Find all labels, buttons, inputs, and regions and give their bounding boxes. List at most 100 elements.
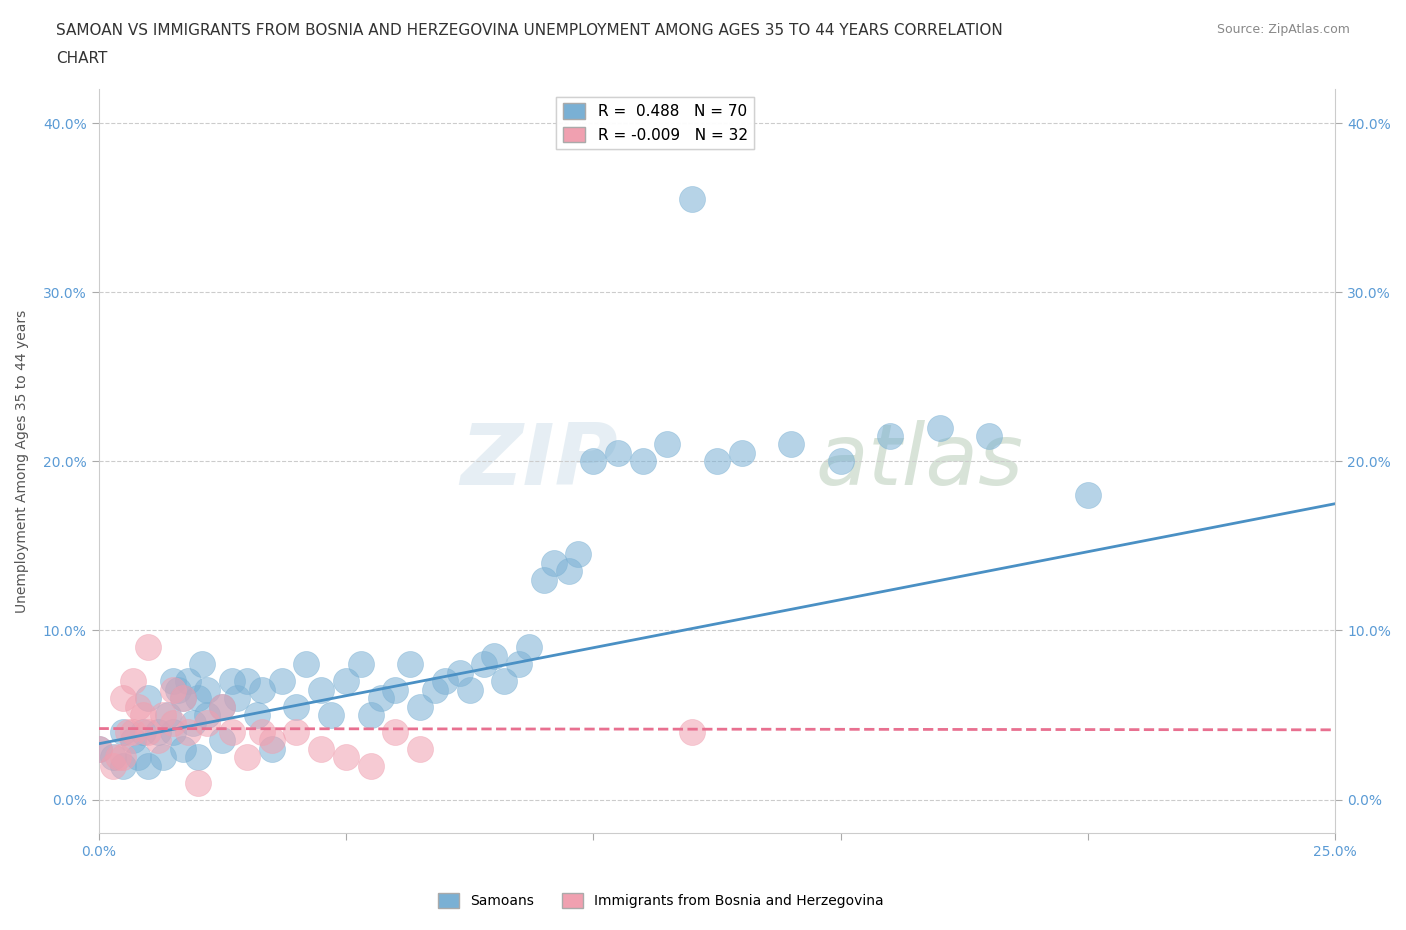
Point xyxy=(127,750,149,764)
Point xyxy=(384,683,406,698)
Point xyxy=(607,445,630,460)
Point xyxy=(543,555,565,570)
Point xyxy=(384,724,406,739)
Point xyxy=(122,673,145,688)
Point xyxy=(166,683,188,698)
Point xyxy=(250,724,273,739)
Point xyxy=(176,673,198,688)
Point xyxy=(172,691,194,706)
Point xyxy=(152,708,174,723)
Point xyxy=(172,741,194,756)
Point xyxy=(295,657,318,671)
Point xyxy=(136,724,159,739)
Point xyxy=(309,741,332,756)
Point xyxy=(112,691,135,706)
Point xyxy=(127,699,149,714)
Point xyxy=(146,733,169,748)
Point xyxy=(731,445,754,460)
Point xyxy=(221,724,243,739)
Point xyxy=(319,708,342,723)
Legend: Samoans, Immigrants from Bosnia and Herzegovina: Samoans, Immigrants from Bosnia and Herz… xyxy=(433,888,889,914)
Point xyxy=(928,420,950,435)
Point xyxy=(458,683,481,698)
Point xyxy=(87,741,110,756)
Point xyxy=(335,673,357,688)
Point xyxy=(360,708,382,723)
Text: atlas: atlas xyxy=(815,420,1024,503)
Point xyxy=(977,429,1000,444)
Point xyxy=(211,733,233,748)
Point xyxy=(122,724,145,739)
Point xyxy=(103,750,125,764)
Point xyxy=(162,716,184,731)
Point xyxy=(136,640,159,655)
Point xyxy=(136,691,159,706)
Point xyxy=(122,733,145,748)
Text: CHART: CHART xyxy=(56,51,108,66)
Point xyxy=(226,691,249,706)
Point xyxy=(285,699,308,714)
Point xyxy=(87,741,110,756)
Y-axis label: Unemployment Among Ages 35 to 44 years: Unemployment Among Ages 35 to 44 years xyxy=(15,310,30,613)
Point xyxy=(186,750,208,764)
Point xyxy=(197,683,219,698)
Point xyxy=(423,683,446,698)
Point xyxy=(270,673,292,688)
Point xyxy=(103,758,125,773)
Point xyxy=(236,750,259,764)
Point xyxy=(517,640,540,655)
Point xyxy=(112,724,135,739)
Point xyxy=(172,691,194,706)
Point xyxy=(162,683,184,698)
Point xyxy=(409,699,432,714)
Point xyxy=(260,741,283,756)
Point xyxy=(681,192,703,206)
Point xyxy=(409,741,432,756)
Point xyxy=(260,733,283,748)
Point xyxy=(197,716,219,731)
Point xyxy=(186,776,208,790)
Point xyxy=(474,657,496,671)
Point xyxy=(879,429,901,444)
Point xyxy=(780,437,803,452)
Point xyxy=(211,699,233,714)
Point xyxy=(449,665,471,680)
Point xyxy=(830,454,852,469)
Text: ZIP: ZIP xyxy=(460,420,619,503)
Point xyxy=(162,673,184,688)
Point xyxy=(136,758,159,773)
Text: SAMOAN VS IMMIGRANTS FROM BOSNIA AND HERZEGOVINA UNEMPLOYMENT AMONG AGES 35 TO 4: SAMOAN VS IMMIGRANTS FROM BOSNIA AND HER… xyxy=(56,23,1002,38)
Point xyxy=(533,572,555,587)
Point xyxy=(335,750,357,764)
Point xyxy=(508,657,530,671)
Point xyxy=(211,699,233,714)
Point xyxy=(176,724,198,739)
Point xyxy=(631,454,654,469)
Point xyxy=(567,547,589,562)
Point xyxy=(681,724,703,739)
Point xyxy=(107,750,129,764)
Point xyxy=(236,673,259,688)
Point xyxy=(132,708,155,723)
Point xyxy=(246,708,269,723)
Point xyxy=(433,673,456,688)
Point xyxy=(146,724,169,739)
Point xyxy=(221,673,243,688)
Point xyxy=(191,657,214,671)
Point xyxy=(152,750,174,764)
Text: Source: ZipAtlas.com: Source: ZipAtlas.com xyxy=(1216,23,1350,36)
Point xyxy=(370,691,392,706)
Point xyxy=(112,750,135,764)
Point xyxy=(657,437,679,452)
Point xyxy=(350,657,373,671)
Point xyxy=(181,716,204,731)
Point xyxy=(399,657,422,671)
Point xyxy=(197,708,219,723)
Point xyxy=(360,758,382,773)
Point xyxy=(557,564,579,578)
Point xyxy=(117,724,139,739)
Point xyxy=(494,673,516,688)
Point xyxy=(112,758,135,773)
Point xyxy=(484,648,506,663)
Point xyxy=(132,724,155,739)
